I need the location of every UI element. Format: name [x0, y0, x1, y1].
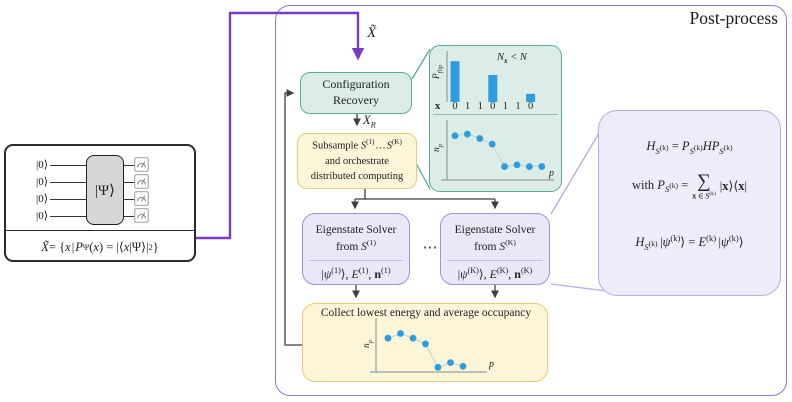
solver-ellipsis: ⋯: [422, 240, 438, 256]
subsample-text: Subsample S(1) … S(K) and orchestrate dist…: [310, 138, 404, 183]
bitstring-value: 1: [515, 101, 521, 112]
qubit-label: |0⟩: [36, 176, 48, 188]
p-axis-label-teal: p: [549, 168, 554, 179]
gate-label: |Ψ⟩: [95, 182, 115, 199]
measurement-icon: [134, 191, 149, 206]
chart-separator-line: [433, 114, 558, 115]
sum-subscript: x ∈ S(k): [692, 190, 716, 201]
bitstring-value: 0: [490, 101, 496, 112]
x-r-label: XR: [363, 113, 376, 130]
qubit-label: |0⟩: [36, 193, 48, 205]
projected-hamiltonian-equation: HS(k) = PS(k)HPS(k): [646, 139, 733, 156]
qubit-label: |0⟩: [36, 210, 48, 222]
projector-suffix: |x⟩⟨x|: [719, 179, 748, 193]
quantum-circuit-box: |0⟩ |0⟩ |0⟩ |0⟩ |Ψ⟩ X̃ = {x | P Ψ(x) = |⟨…: [4, 144, 196, 262]
measurement-icon: [134, 157, 149, 172]
flip-probability-chart: [446, 51, 536, 102]
configuration-recovery-line2: Recovery: [333, 93, 379, 107]
subsample-box: Subsample S(1) … S(K) and orchestrate dist…: [297, 133, 417, 189]
np-axis-label-teal: np: [432, 143, 444, 152]
eigenstate-solver-1-box: Eigenstate Solver from S(1) |ψ(1)⟩, E(1),…: [302, 213, 410, 285]
p-axis-label-bottom: p: [489, 359, 494, 370]
solver-1-title: Eigenstate Solver from S(1): [315, 224, 397, 253]
solver-k-output: |ψ(K)⟩, E(K), n(K): [447, 259, 543, 282]
bitstring-value: 0: [527, 101, 534, 112]
eigenstate-solver-k-box: Eigenstate Solver from S(K) |ψ(K)⟩, E(K),…: [440, 213, 550, 285]
bitstring-value: 0: [452, 101, 458, 112]
projector-definition-equation: with PS(k) = ∑ x ∈ S(k) |x⟩⟨x|: [599, 163, 780, 209]
projector-prefix: with PS(k) =: [631, 177, 689, 195]
pflip-axis-label: Pflip: [432, 64, 444, 80]
measurement-icon: [134, 174, 149, 189]
psi-state-gate: |Ψ⟩: [86, 155, 124, 225]
nx-less-than-n-annotation: Nx < N: [497, 52, 527, 66]
sum-symbol: ∑: [697, 170, 711, 192]
np-axis-label-bottom: np: [362, 339, 374, 348]
occupancy-chart-bottom: [370, 318, 487, 373]
configuration-recovery-line1: Configuration: [322, 77, 390, 92]
solver-1-output: |ψ(1)⟩, E(1), n(1): [309, 259, 403, 282]
eigenvalue-equation: HS(k) |ψ(k)⟩ = E(k) |ψ(k)⟩: [635, 233, 744, 252]
sampling-distribution-formula: X̃ = {x | P Ψ(x) = |⟨ x |Ψ⟩| 2}: [6, 230, 194, 263]
summation: ∑ x ∈ S(k): [692, 172, 715, 201]
bitstring-value: 1: [477, 101, 483, 112]
qubit-label: |0⟩: [36, 159, 48, 171]
bitstring-value: 1: [464, 101, 471, 112]
bitstring-axis-var: x: [435, 101, 441, 112]
solver-k-title: Eigenstate Solver from S(K): [454, 224, 536, 253]
collect-title: Collect lowest energy and average occupa…: [320, 307, 532, 319]
measurement-icon: [134, 208, 149, 223]
bitstring-value: 1: [502, 101, 509, 112]
x-tilde-label: X̃: [367, 25, 377, 41]
hamiltonian-callout-panel: HS(k) = PS(k)HPS(k) with PS(k) = ∑ x ∈ S…: [598, 110, 781, 296]
occupancy-chart-teal: [441, 120, 554, 181]
configuration-recovery-box: Configuration Recovery: [300, 72, 412, 114]
post-process-title: Post-process: [689, 8, 778, 28]
